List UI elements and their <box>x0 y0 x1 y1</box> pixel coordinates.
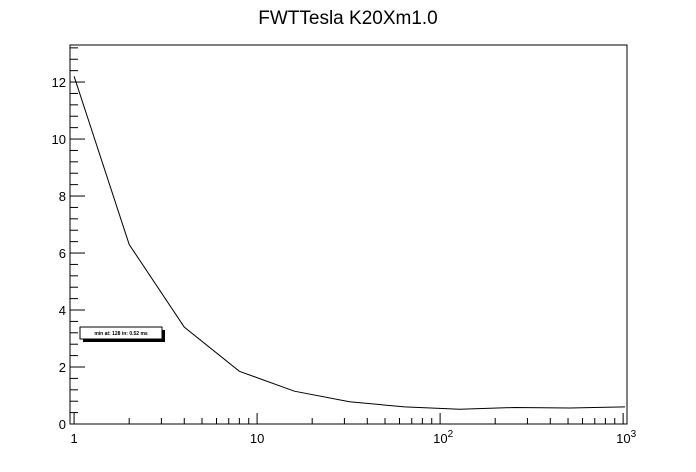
annotation-box <box>79 326 163 340</box>
x-tick-exponent: 3 <box>631 429 637 440</box>
x-tick-label: 103 <box>616 429 636 446</box>
y-tick-label: 0 <box>59 417 66 432</box>
y-tick-label: 2 <box>59 360 66 375</box>
y-tick-label: 10 <box>52 132 66 147</box>
y-tick-label: 8 <box>59 189 66 204</box>
x-tick-exponent: 2 <box>448 429 454 440</box>
x-tick-label: 102 <box>433 429 453 446</box>
annotation-text: min at: 128 in: 0.52 ms <box>94 331 148 337</box>
min-annotation: min at: 128 in: 0.52 ms <box>79 326 165 342</box>
x-tick-label: 10 <box>250 431 264 446</box>
x-tick-label: 1 <box>70 431 77 446</box>
x-axis: 1 10 102 103 <box>70 413 637 446</box>
y-tick-label: 12 <box>52 75 66 90</box>
plot-frame <box>69 44 628 425</box>
y-tick-label: 4 <box>59 303 66 318</box>
y-tick-label: 6 <box>59 246 66 261</box>
y-axis: 0 2 4 6 8 10 12 <box>52 47 85 432</box>
chart-title: FWTTesla K20Xm1.0 <box>258 8 438 29</box>
series-line <box>73 76 626 410</box>
